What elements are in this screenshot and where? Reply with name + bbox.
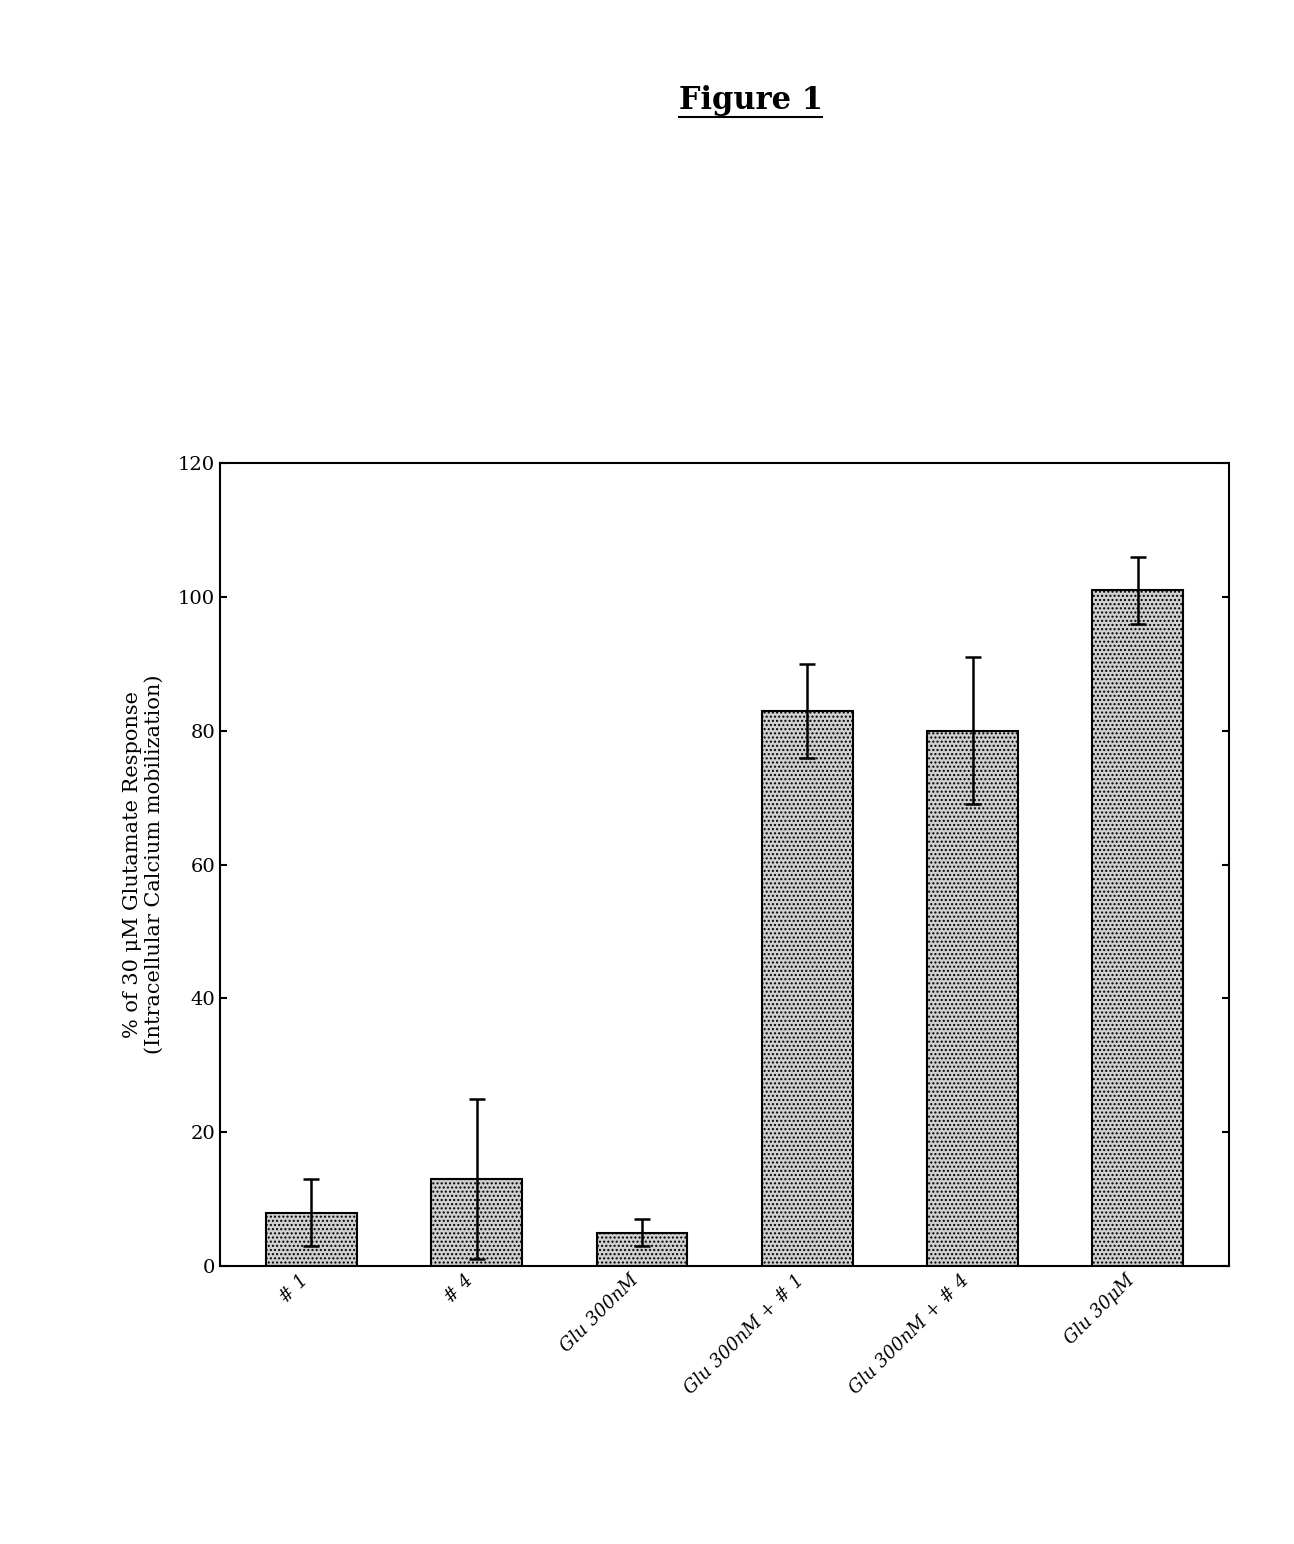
Bar (431, 1180, 521, 1266)
Bar (762, 710, 853, 1266)
Y-axis label: % of 30 μM Glutamate Response
(Intracellular Calcium mobilization): % of 30 μM Glutamate Response (Intracell… (123, 675, 164, 1055)
Bar (1092, 590, 1184, 1266)
Text: Figure 1: Figure 1 (678, 85, 823, 116)
Bar (597, 1232, 687, 1266)
Bar (928, 730, 1018, 1266)
Bar (265, 1212, 357, 1266)
